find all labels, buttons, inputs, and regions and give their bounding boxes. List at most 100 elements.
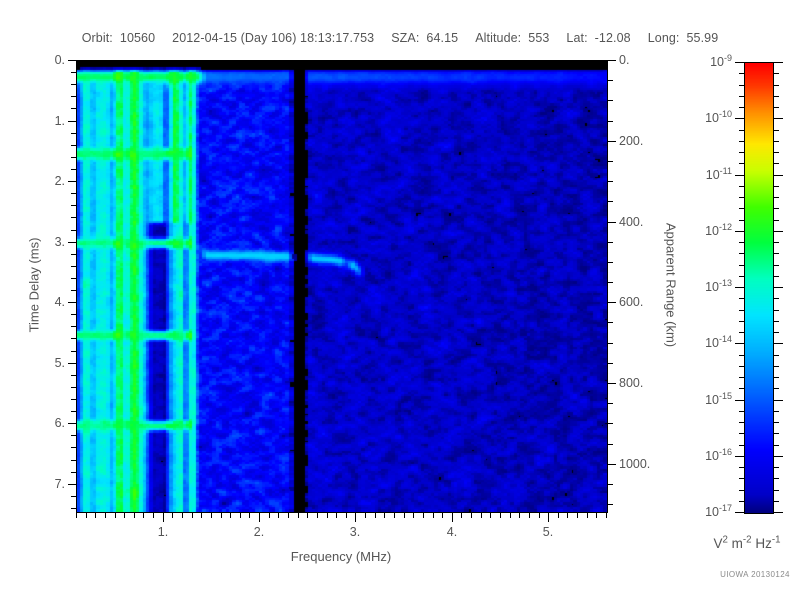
y-axis-left-tick-label: 0. (54, 53, 65, 67)
colorbar-minor-tick (774, 152, 779, 153)
axis-tick (608, 484, 613, 485)
axis-tick (548, 513, 549, 522)
axis-tick (608, 282, 613, 283)
axis-tick (221, 513, 222, 518)
axis-tick (71, 254, 76, 255)
axis-tick (71, 496, 76, 497)
axis-tick (71, 399, 76, 400)
axis-tick (71, 169, 76, 170)
x-axis-tick-label: 2. (253, 525, 265, 539)
axis-tick (68, 484, 76, 485)
axis-tick (71, 108, 76, 109)
latitude-key: Lat: (566, 31, 588, 45)
colorbar-minor-tick (739, 321, 744, 322)
axis-tick (608, 322, 613, 323)
axis-tick (71, 193, 76, 194)
colorbar (744, 62, 774, 514)
colorbar-minor-tick (739, 355, 744, 356)
axis-tick (240, 513, 241, 518)
colorbar-tick-label: 10-17 (705, 502, 732, 519)
colorbar-minor-tick (739, 107, 744, 108)
colorbar-tick (735, 287, 744, 288)
observation-datetime: 2012-04-15 (Day 106) 18:13:17.753 (172, 31, 375, 45)
axis-tick (298, 513, 299, 518)
axis-tick (413, 513, 414, 518)
colorbar-minor-tick (739, 478, 744, 479)
colorbar-minor-tick (774, 242, 779, 243)
axis-tick (490, 513, 491, 518)
colorbar-minor-tick (739, 253, 744, 254)
axis-tick (68, 302, 76, 303)
colorbar-tick (774, 456, 783, 457)
colorbar-minor-tick (739, 73, 744, 74)
sza-key: SZA: (391, 31, 420, 45)
longitude-value: 55.99 (686, 31, 719, 45)
axis-tick (95, 513, 96, 518)
axis-tick (346, 513, 347, 518)
colorbar-minor-tick (774, 141, 779, 142)
colorbar-tick-label: 10-13 (705, 277, 732, 294)
axis-tick (481, 513, 482, 518)
axis-tick (71, 375, 76, 376)
axis-tick (115, 513, 116, 518)
axis-tick (529, 513, 530, 518)
unit-hz: Hz (751, 536, 772, 551)
axis-tick (608, 343, 613, 344)
y-axis-left-tick-label: 1. (54, 114, 65, 128)
colorbar-minor-tick (739, 501, 744, 502)
axis-tick (71, 351, 76, 352)
colorbar-tick (735, 400, 744, 401)
heatmap-canvas (77, 61, 607, 512)
unit-v-exponent: 2 (722, 534, 728, 546)
colorbar-minor-tick (739, 467, 744, 468)
axis-tick (423, 513, 424, 518)
latitude-value: -12.08 (594, 31, 631, 45)
axis-tick (394, 513, 395, 518)
axis-tick (259, 513, 260, 522)
axis-tick (153, 513, 154, 518)
colorbar-tick (735, 118, 744, 119)
axis-tick (201, 513, 202, 518)
axis-tick (461, 513, 462, 518)
axis-tick (211, 513, 212, 518)
unit-v: V (713, 536, 723, 551)
colorbar-tick-label: 10-10 (705, 108, 732, 125)
colorbar-tick (735, 512, 744, 513)
colorbar-minor-tick (739, 208, 744, 209)
colorbar-minor-tick (774, 73, 779, 74)
colorbar-minor-tick (774, 478, 779, 479)
axis-tick (608, 201, 613, 202)
axis-tick (452, 513, 453, 522)
colorbar-minor-tick (739, 298, 744, 299)
colorbar-minor-tick (739, 220, 744, 221)
axis-tick (68, 121, 76, 122)
axis-tick (288, 513, 289, 518)
colorbar-minor-tick (739, 490, 744, 491)
axis-tick (71, 157, 76, 158)
axis-tick (539, 513, 540, 518)
axis-tick (608, 242, 613, 243)
axis-tick (433, 513, 434, 518)
axis-tick (608, 262, 613, 263)
axis-tick (500, 513, 501, 518)
colorbar-minor-tick (739, 141, 744, 142)
axis-tick (71, 230, 76, 231)
colorbar-minor-tick (774, 467, 779, 468)
axis-tick (163, 513, 164, 522)
axis-tick (71, 435, 76, 436)
axis-tick (71, 472, 76, 473)
axis-tick (608, 80, 613, 81)
y-axis-right-tick-label: 600. (619, 295, 644, 309)
axis-tick (596, 513, 597, 518)
axis-tick (68, 60, 76, 61)
colorbar-minor-tick (774, 186, 779, 187)
colorbar-minor-tick (774, 265, 779, 266)
axis-tick (71, 133, 76, 134)
y-axis-left-tick-label: 2. (54, 174, 65, 188)
axis-tick (608, 423, 613, 424)
colorbar-tick (774, 400, 783, 401)
axis-tick (608, 464, 616, 465)
colorbar-minor-tick (774, 220, 779, 221)
unit-hz-exponent: -1 (771, 534, 781, 546)
